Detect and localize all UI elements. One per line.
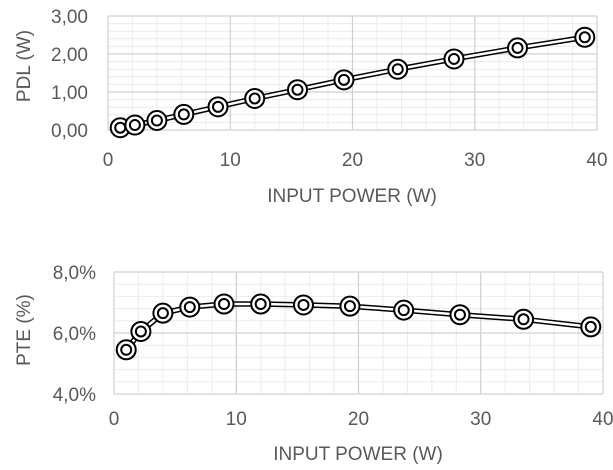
pte-data-point: [179, 296, 201, 318]
pdl-data-point: [207, 96, 229, 118]
pdl-series: [109, 26, 596, 139]
pdl-y-tick-label: 3,00: [51, 7, 88, 28]
pte-data-point: [152, 302, 174, 324]
pdl-data-point: [286, 79, 308, 101]
pdl-data-point: [443, 48, 465, 70]
pte-data-point: [393, 299, 415, 321]
pte-data-point: [115, 339, 137, 361]
pte-x-tick-label: 10: [226, 409, 247, 430]
pdl-x-tick-label: 10: [220, 150, 241, 171]
pdl-y-tick-label: 2,00: [51, 45, 88, 66]
pdl-y-tick-label: 0,00: [51, 121, 88, 142]
pte-x-tick-label: 0: [109, 409, 120, 430]
pte-data-point: [130, 320, 152, 342]
pte-y-tick-label: 4,0%: [53, 385, 96, 406]
pdl-x-tick-label: 20: [342, 150, 363, 171]
pte-data-point: [449, 304, 471, 326]
pdl-y-tick-label: 1,00: [51, 83, 88, 104]
pdl-y-tick-labels: 0,00 1,00 2,00 3,00: [51, 7, 88, 142]
pdl-data-point: [387, 58, 409, 80]
pte-data-point: [213, 293, 235, 315]
pte-x-axis-title: INPUT POWER (W): [273, 444, 443, 465]
pte-series: [115, 293, 602, 361]
pdl-x-tick-labels: 0 10 20 30 40: [103, 150, 608, 171]
pte-x-tick-label: 20: [348, 409, 369, 430]
pdl-data-point: [124, 114, 146, 136]
pte-data-point: [339, 295, 361, 317]
pte-x-tick-label: 30: [470, 409, 491, 430]
pte-data-point: [250, 293, 272, 315]
pte-y-tick-label: 8,0%: [53, 263, 96, 284]
pdl-data-point: [574, 26, 596, 48]
pte-x-tick-label: 40: [592, 409, 613, 430]
pte-data-point: [292, 294, 314, 316]
pdl-chart: 0,00 1,00 2,00 3,00 0 10 20 30 40 INPUT POWER (…: [14, 7, 608, 207]
pdl-x-axis-title: INPUT POWER (W): [267, 186, 437, 207]
pte-y-tick-labels: 4,0% 6,0% 8,0%: [53, 263, 96, 406]
pte-data-point: [513, 308, 535, 330]
pte-y-tick-label: 6,0%: [53, 324, 96, 345]
pdl-x-tick-label: 30: [464, 150, 485, 171]
pdl-data-point: [244, 87, 266, 109]
pdl-y-axis-title: PDL (W): [14, 30, 35, 102]
pte-major-grid: [113, 271, 604, 395]
pdl-data-point: [146, 110, 168, 131]
pdl-x-tick-label: 40: [586, 150, 607, 171]
pte-x-tick-labels: 0 10 20 30 40: [109, 409, 613, 430]
pte-data-point: [580, 316, 602, 338]
pte-y-axis-title: PTE (%): [14, 294, 35, 366]
pdl-data-point: [173, 103, 195, 125]
pdl-data-point: [333, 69, 355, 91]
pte-chart: 4,0% 6,0% 8,0% 0 10 20 30 40 INPUT POWER (W) P…: [14, 263, 613, 465]
pdl-x-tick-label: 0: [103, 150, 114, 171]
pdl-data-point: [507, 37, 529, 59]
